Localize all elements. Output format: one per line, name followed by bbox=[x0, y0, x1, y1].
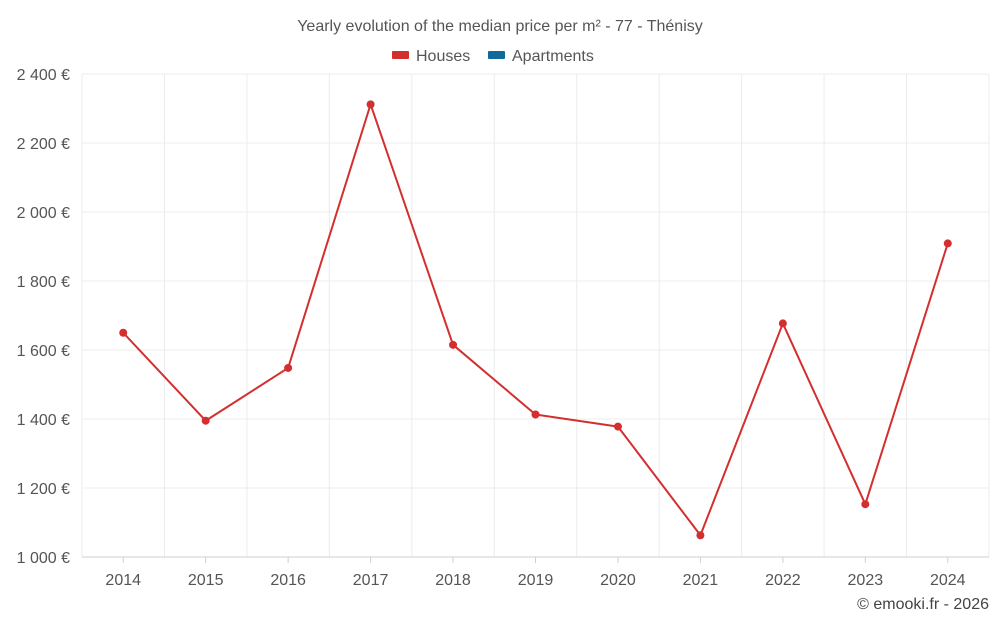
legend-swatch bbox=[392, 51, 409, 59]
x-axis: 2014 2015 2016 2017 2018 2019 2020 2021 2022 2023… bbox=[82, 556, 989, 589]
y-tick-label: 1 000 € bbox=[17, 550, 70, 567]
y-tick-label: 2 400 € bbox=[17, 67, 70, 84]
legend: Houses Apartments bbox=[392, 48, 594, 65]
y-tick-label: 2 000 € bbox=[17, 205, 70, 222]
y-tick-label: 1 800 € bbox=[17, 274, 70, 291]
data-point-2024[interactable] bbox=[943, 239, 952, 248]
chart-title: Yearly evolution of the median price per… bbox=[297, 18, 703, 35]
x-tick-label: 2018 bbox=[435, 572, 471, 589]
legend-item-apartments[interactable]: Apartments bbox=[488, 48, 594, 65]
data-point-2022[interactable] bbox=[778, 319, 787, 328]
data-point-2023[interactable] bbox=[861, 500, 870, 509]
x-tick-label: 2021 bbox=[683, 572, 719, 589]
x-tick-label: 2016 bbox=[270, 572, 306, 589]
y-axis: 1 000 € 1 200 € 1 400 € 1 600 € 1 800 € 2 000… bbox=[17, 67, 70, 567]
y-tick-label: 1 600 € bbox=[17, 343, 70, 360]
x-tick-label: 2019 bbox=[518, 572, 554, 589]
data-point-2017[interactable] bbox=[366, 100, 375, 109]
y-tick-label: 1 200 € bbox=[17, 481, 70, 498]
data-point-2020[interactable] bbox=[613, 422, 622, 431]
x-tick-label: 2017 bbox=[353, 572, 389, 589]
series-layer bbox=[119, 100, 952, 540]
data-point-2015[interactable] bbox=[201, 416, 210, 425]
credit-text: © emooki.fr - 2026 bbox=[857, 596, 989, 613]
data-point-2014[interactable] bbox=[119, 328, 128, 337]
y-tick-label: 1 400 € bbox=[17, 412, 70, 429]
legend-item-houses[interactable]: Houses bbox=[392, 48, 470, 65]
data-point-2021[interactable] bbox=[696, 531, 705, 540]
legend-label: Houses bbox=[416, 48, 470, 65]
x-tick-label: 2024 bbox=[930, 572, 966, 589]
legend-swatch bbox=[488, 51, 505, 59]
x-tick-label: 2015 bbox=[188, 572, 224, 589]
x-tick-label: 2022 bbox=[765, 572, 801, 589]
x-tick-label: 2023 bbox=[848, 572, 884, 589]
data-point-2018[interactable] bbox=[449, 340, 458, 349]
data-point-2019[interactable] bbox=[531, 410, 540, 419]
y-tick-label: 2 200 € bbox=[17, 136, 70, 153]
grid bbox=[81, 73, 990, 558]
legend-label: Apartments bbox=[512, 48, 594, 65]
data-point-2016[interactable] bbox=[284, 363, 293, 372]
x-tick-label: 2014 bbox=[105, 572, 141, 589]
x-tick-label: 2020 bbox=[600, 572, 636, 589]
